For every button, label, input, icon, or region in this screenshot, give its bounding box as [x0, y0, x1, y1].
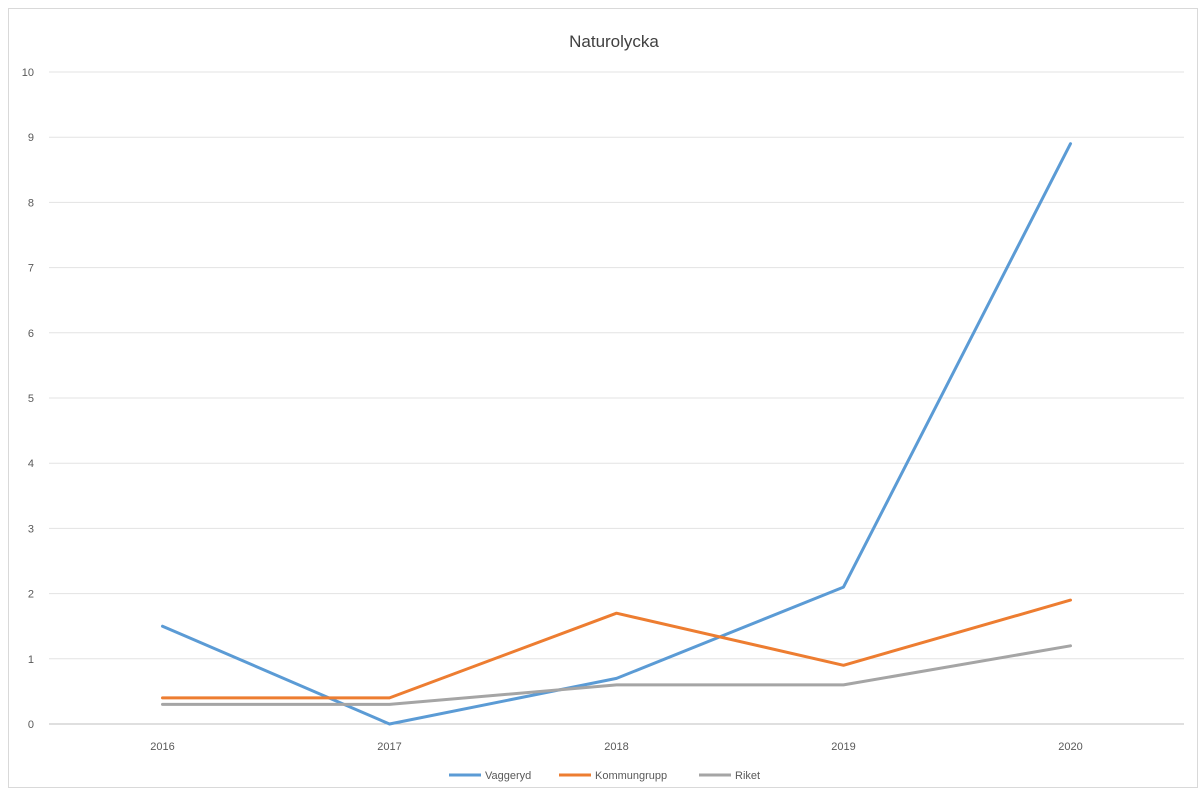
chart-title: Naturolycka [569, 32, 659, 51]
y-tick-label: 3 [28, 523, 34, 535]
legend-label: Riket [735, 770, 760, 782]
x-tick-label: 2018 [604, 741, 628, 753]
x-tick-label: 2016 [150, 741, 174, 753]
series-lines [161, 142, 1072, 726]
series-line-riket [161, 644, 1072, 706]
y-tick-label: 4 [28, 458, 34, 470]
y-tick-label: 7 [28, 263, 34, 275]
y-tick-label: 9 [28, 132, 34, 144]
series-line-kommungrupp [161, 598, 1072, 700]
y-tick-label: 0 [28, 719, 34, 731]
x-tick-label: 2020 [1058, 741, 1082, 753]
legend-label: Vaggeryd [485, 770, 531, 782]
x-axis-tick-labels: 2016 2017 2018 2019 2020 [150, 741, 1082, 753]
x-tick-label: 2019 [831, 741, 855, 753]
chart-area: Naturolycka 0 1 2 3 4 5 6 7 8 9 10 2016 2017 2018 201… [8, 8, 1198, 788]
legend: Vaggeryd Kommungrupp Riket [449, 770, 760, 782]
series-line-vaggeryd [161, 142, 1072, 726]
y-tick-label: 5 [28, 393, 34, 405]
y-tick-label: 10 [22, 67, 34, 79]
y-tick-label: 1 [28, 654, 34, 666]
x-tick-label: 2017 [377, 741, 401, 753]
legend-label: Kommungrupp [595, 770, 667, 782]
y-tick-label: 2 [28, 589, 34, 601]
y-tick-label: 6 [28, 328, 34, 340]
y-axis-tick-labels: 0 1 2 3 4 5 6 7 8 9 10 [22, 67, 34, 731]
y-tick-label: 8 [28, 197, 34, 209]
gridlines [49, 71, 1184, 725]
